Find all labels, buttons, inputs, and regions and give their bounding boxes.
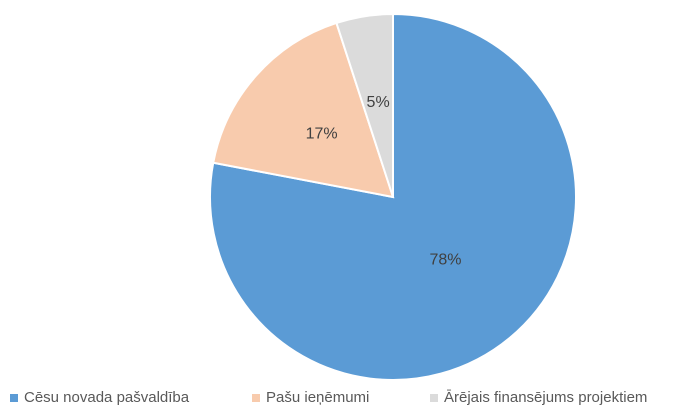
legend-label: Pašu ieņēmumi: [266, 389, 369, 406]
pie-slice: [209, 12, 577, 381]
pie-slice: [212, 21, 395, 199]
data-label: 5%: [367, 94, 390, 111]
legend-label: Ārējais finansējums projektiem: [444, 389, 647, 406]
pie-slice: [335, 12, 394, 198]
legend-marker: [10, 394, 18, 402]
legend-label: Cēsu novada pašvaldība: [24, 389, 190, 406]
data-label: 17%: [306, 125, 338, 142]
data-label: 78%: [429, 252, 461, 269]
legend-marker: [252, 394, 260, 402]
legend-marker: [430, 394, 438, 402]
